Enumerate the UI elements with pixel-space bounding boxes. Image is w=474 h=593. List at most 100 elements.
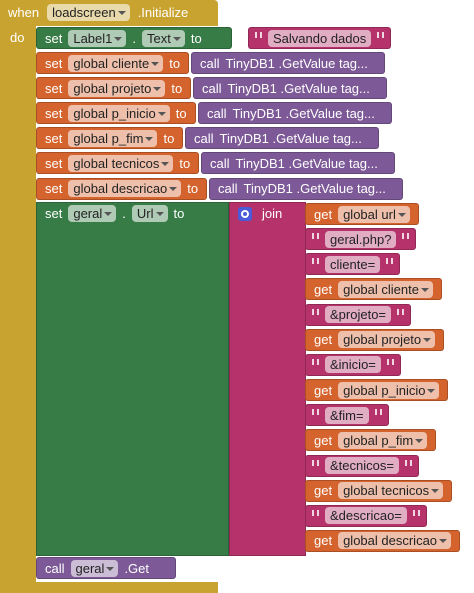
set-variable-block: set global projeto to <box>36 77 192 100</box>
variable-dropdown[interactable]: global url <box>338 205 410 223</box>
keyword: to <box>175 105 187 121</box>
quote <box>386 258 394 265</box>
quote <box>255 32 262 38</box>
get-block: get global p_fim <box>305 429 437 452</box>
text-field[interactable]: &projeto= <box>325 306 392 324</box>
variable-dropdown[interactable]: global cliente <box>338 280 433 298</box>
keyword: call <box>194 130 214 146</box>
get-block: get global cliente <box>305 278 442 301</box>
quote <box>377 32 385 38</box>
keyword: set <box>45 55 63 71</box>
call-block: call TinyDB1 .GetValue tag... <box>198 102 392 125</box>
keyword: call <box>200 55 220 71</box>
keyword: call <box>45 560 65 576</box>
variable-dropdown[interactable]: global descricao <box>338 532 452 550</box>
text-field[interactable]: Salvando dados <box>268 29 372 47</box>
keyword: set <box>45 206 63 221</box>
set-property-block: set Label1. Text to <box>36 27 232 49</box>
keyword: to <box>169 55 181 71</box>
join-header: join <box>238 206 282 221</box>
set-url-body <box>36 202 229 556</box>
quote <box>312 308 319 315</box>
call-block: call geral .Get <box>36 557 176 579</box>
keyword: call <box>202 80 222 96</box>
keyword: to <box>171 80 183 96</box>
text-block: Salvando dados <box>248 27 392 49</box>
keyword: set <box>45 30 63 46</box>
text-block: &projeto= <box>305 303 412 326</box>
text-block: geral.php? <box>305 228 417 251</box>
keyword: get <box>314 332 333 348</box>
dot: . <box>122 206 126 221</box>
text-field[interactable]: geral.php? <box>325 230 397 248</box>
quote <box>374 409 382 416</box>
text-field[interactable]: cliente= <box>325 255 381 273</box>
variable-dropdown[interactable]: global p_fim <box>68 129 158 147</box>
keyword: join <box>262 206 283 221</box>
keyword: get <box>314 483 333 499</box>
keyword: to <box>163 130 175 146</box>
set-variable-block: set global cliente to <box>36 52 190 74</box>
keyword: to <box>190 30 202 46</box>
quote <box>412 509 420 516</box>
quote <box>312 409 319 416</box>
keyword: set <box>45 105 63 121</box>
keyword: to <box>173 206 185 221</box>
method-name: TinyDB1 .GetValue tag... <box>227 80 370 96</box>
property-dropdown[interactable]: Text <box>142 29 185 47</box>
set-variable-block: set global p_fim to <box>36 127 184 150</box>
keyword: get <box>314 382 333 398</box>
method-name: TinyDB1 .GetValue tag... <box>243 181 386 196</box>
text-block: &tecnicos= <box>305 454 419 477</box>
quote <box>312 233 319 240</box>
quote <box>397 308 405 315</box>
variable-dropdown[interactable]: global projeto <box>68 79 166 97</box>
variable-dropdown[interactable]: global descricao <box>68 180 182 197</box>
set-variable-block: set global descricao to <box>36 177 208 200</box>
get-block: get global url <box>305 203 419 225</box>
variable-dropdown[interactable]: global p_inicio <box>338 381 440 399</box>
method-name: TinyDB1 .GetValue tag... <box>219 130 362 146</box>
get-block: get global p_inicio <box>305 379 449 402</box>
keyword: to <box>179 155 191 171</box>
variable-dropdown[interactable]: global tecnicos <box>68 154 174 172</box>
method-name: TinyDB1 .GetValue tag... <box>232 105 375 121</box>
text-field[interactable]: &descricao= <box>325 507 407 525</box>
variable-dropdown[interactable]: global p_fim <box>338 431 428 449</box>
keyword: set <box>45 130 63 146</box>
text-field[interactable]: &tecnicos= <box>325 457 399 474</box>
text-field[interactable]: &fim= <box>325 406 369 424</box>
variable-dropdown[interactable]: global cliente <box>68 54 164 72</box>
keyword: when <box>8 5 40 20</box>
keyword: set <box>45 155 63 171</box>
keyword: call <box>207 105 227 121</box>
quote <box>402 233 410 240</box>
get-block: get global descricao <box>305 529 461 552</box>
text-block: cliente= <box>305 253 401 276</box>
method-name: TinyDB1 .GetValue tag... <box>235 155 378 171</box>
variable-dropdown[interactable]: global projeto <box>338 331 436 349</box>
variable-dropdown[interactable]: global tecnicos <box>338 482 444 500</box>
component-dropdown[interactable]: Label1 <box>68 29 127 47</box>
variable-dropdown[interactable]: global p_inicio <box>68 104 170 122</box>
method-name: .Get <box>124 560 150 576</box>
component-dropdown[interactable]: geral <box>68 205 117 222</box>
component-dropdown[interactable]: loadscreen <box>47 4 130 21</box>
keyword: get <box>314 281 333 297</box>
call-block: call TinyDB1 .GetValue tag... <box>185 127 379 150</box>
set-url-header: set geral. Url to <box>45 205 184 222</box>
method-name: TinyDB1 .GetValue tag... <box>225 55 368 71</box>
keyword: get <box>314 206 333 222</box>
quote <box>312 509 319 516</box>
component-dropdown[interactable]: geral <box>70 559 119 577</box>
quote <box>312 459 319 466</box>
property-dropdown[interactable]: Url <box>131 205 168 222</box>
text-field[interactable]: &inicio= <box>325 356 381 374</box>
event-bottom <box>0 582 218 593</box>
mutator-icon[interactable] <box>238 206 252 221</box>
keyword: get <box>314 432 333 448</box>
get-block: get global projeto <box>305 328 445 351</box>
text-block: &descricao= <box>305 504 427 527</box>
join-body <box>229 202 306 556</box>
